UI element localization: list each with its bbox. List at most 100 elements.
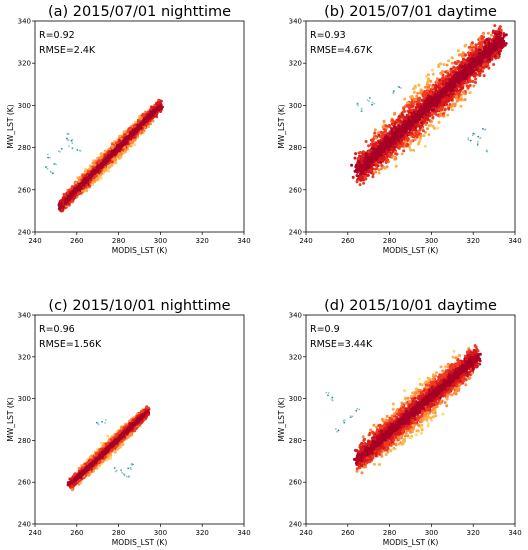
y-tick-label: 320 — [18, 60, 31, 68]
scatter-point — [374, 136, 378, 140]
chart-title: (a) 2015/07/01 nighttime — [48, 4, 231, 20]
scatter-point — [117, 145, 121, 149]
scatter-point — [104, 160, 108, 164]
scatter-point — [431, 116, 435, 120]
scatter-point — [134, 127, 138, 131]
scatter-point — [92, 159, 96, 163]
scatter-point — [74, 190, 78, 194]
correlation-annotation: R=0.92 — [39, 30, 75, 41]
x-tick-label: 340 — [237, 237, 250, 245]
scatter-point — [403, 97, 407, 101]
scatter-point — [437, 65, 441, 69]
scatter-point — [446, 113, 450, 117]
scatter-point — [430, 68, 434, 72]
scatter-point — [494, 32, 497, 36]
scatter-point — [426, 73, 430, 77]
scatter-point — [355, 163, 359, 167]
scatter-point — [418, 137, 422, 141]
scatter-point — [351, 175, 355, 179]
scatter-point — [447, 59, 451, 63]
scatter-point — [419, 134, 423, 138]
scatter-point — [482, 31, 485, 35]
scatter-point — [137, 124, 142, 128]
scatter-point — [382, 119, 386, 123]
scatter-point — [474, 77, 478, 81]
outlier-point — [46, 153, 49, 156]
scatter-point — [88, 174, 92, 178]
scatter-point — [118, 134, 122, 138]
scatter-point — [83, 180, 87, 184]
scatter-point — [430, 120, 433, 123]
scatter-point — [151, 119, 155, 123]
x-tick-label: 280 — [112, 237, 125, 245]
scatter-point — [132, 131, 136, 135]
scatter-point — [133, 143, 136, 147]
scatter-point — [67, 202, 71, 206]
scatter-point — [77, 186, 82, 190]
outlier-point — [57, 150, 60, 152]
scatter-point — [64, 198, 68, 202]
scatter-point — [377, 171, 381, 175]
scatter-point — [149, 122, 153, 126]
outlier-point — [45, 165, 48, 168]
scatter-point — [373, 131, 377, 135]
scatter-point — [429, 123, 433, 127]
y-tick-label: 340 — [18, 18, 31, 26]
scatter-point — [96, 166, 100, 170]
scatter-point — [87, 170, 90, 174]
scatter-point — [436, 126, 440, 130]
scatter-point — [111, 152, 115, 156]
scatter-point — [146, 116, 150, 120]
outlier-point — [46, 168, 49, 170]
scatter-point — [410, 94, 414, 98]
scatter-point — [140, 121, 144, 125]
y-tick-label: 240 — [18, 229, 31, 237]
scatter-point — [362, 181, 366, 185]
scatter-point — [492, 63, 496, 66]
scatter-point — [129, 143, 133, 147]
scatter-point — [409, 139, 413, 143]
scatter-point — [107, 155, 111, 159]
scatter-point — [463, 98, 467, 102]
outlier-point — [71, 146, 74, 149]
scatter-point — [107, 166, 111, 170]
scatter-point — [358, 183, 362, 187]
scatter-point — [402, 107, 406, 111]
scatter-point — [85, 189, 89, 193]
outlier-point — [60, 148, 63, 150]
scatter-point — [412, 148, 416, 152]
scatter-point — [83, 170, 87, 173]
scatter-point — [394, 156, 398, 159]
outlier-point — [68, 145, 70, 148]
scatter-point — [398, 115, 402, 119]
y-tick-label: 260 — [18, 186, 31, 194]
scatter-point — [84, 167, 87, 171]
outlier-point — [66, 132, 69, 135]
scatter-point — [369, 171, 373, 175]
scatter-point — [88, 167, 92, 171]
scatter-point — [110, 144, 114, 148]
scatter-point — [489, 33, 493, 37]
scatter-point — [99, 176, 103, 180]
scatter-point — [158, 107, 162, 110]
y-axis-label: MW_LST (K) — [6, 104, 15, 148]
scatter-point — [439, 113, 443, 117]
scatter-point — [61, 205, 65, 209]
scatter-point — [456, 49, 460, 53]
scatter-point — [482, 74, 486, 78]
scatter-point — [80, 182, 84, 187]
scatter-point — [134, 120, 138, 124]
scatter-point — [402, 110, 406, 113]
scatter-point — [467, 53, 471, 57]
outlier-point — [50, 171, 52, 174]
scatter-point — [371, 175, 375, 179]
scatter-point — [110, 160, 114, 164]
scatter-point — [498, 25, 502, 29]
scatter-point — [422, 134, 426, 138]
outlier-point — [52, 172, 54, 175]
scatter-point — [107, 169, 111, 173]
scatter-point — [132, 138, 135, 142]
outlier-point — [76, 149, 79, 151]
